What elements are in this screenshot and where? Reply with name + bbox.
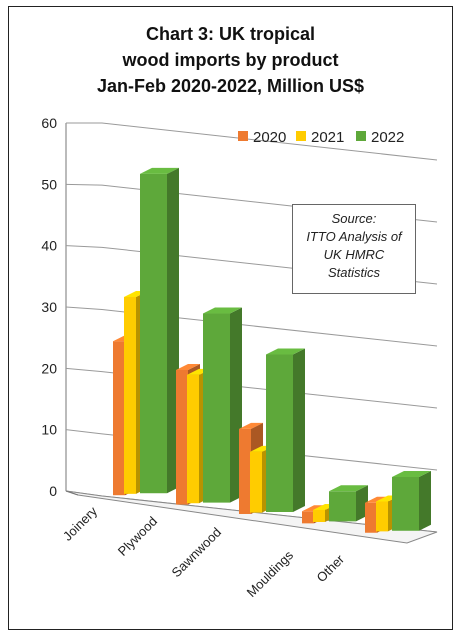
y-tick-label: 40 — [41, 238, 57, 254]
x-tick-label: Sawnwood — [169, 525, 225, 581]
source-line-3: UK HMRC — [323, 247, 385, 262]
bar-2021-Mouldings — [313, 509, 325, 522]
y-tick-label: 30 — [41, 299, 57, 315]
y-tick-label: 10 — [41, 422, 57, 438]
source-line-4: Statistics — [327, 265, 380, 280]
y-tick-label: 60 — [41, 115, 57, 131]
bar-2022-Mouldings — [329, 491, 356, 522]
gridline — [65, 306, 438, 347]
bar-2021-Other — [376, 501, 388, 532]
bar-top-2022-Mouldings — [329, 485, 368, 492]
legend-label-2021: 2021 — [311, 129, 344, 146]
y-tick-label: 0 — [49, 483, 57, 499]
bar-2022-Joinery — [140, 173, 167, 494]
chart-title: Chart 3: UK tropical wood imports by pro… — [9, 21, 452, 99]
bar-top-2020-Plywood — [176, 363, 200, 370]
y-tick-label: 20 — [41, 360, 57, 376]
source-line-2: ITTO Analysis of — [306, 229, 402, 244]
bar-side-2022-Other — [419, 470, 431, 531]
bar-2022-Other — [392, 476, 419, 531]
x-tick-label: Mouldings — [244, 547, 297, 600]
bar-top-2022-Other — [392, 470, 431, 477]
x-tick-label: Plywood — [115, 514, 160, 559]
bar-top-2020-Sawnwood — [239, 422, 263, 429]
bar-2020-Mouldings — [302, 511, 314, 524]
bar-2020-Other — [365, 502, 377, 533]
bar-top-2022-Joinery — [140, 167, 179, 174]
floor-edge — [65, 490, 79, 496]
source-line-1: Source: — [331, 211, 377, 226]
chart-title-line-2: wood imports by product — [122, 50, 339, 70]
gridline — [65, 367, 438, 409]
legend-swatch-2022 — [356, 131, 366, 141]
y-tick-label: 50 — [41, 176, 57, 192]
chart-title-line-1: Chart 3: UK tropical — [145, 24, 316, 44]
bar-2022-Sawnwood — [266, 354, 293, 512]
x-tick-label: Other — [314, 551, 348, 585]
bar-2020-Plywood — [176, 369, 188, 505]
legend-label-2020: 2020 — [253, 129, 286, 146]
gridline — [65, 429, 438, 471]
bar-top-2022-Plywood — [203, 307, 242, 314]
bar-2020-Joinery — [113, 341, 125, 496]
legend-swatch-2020 — [238, 131, 248, 141]
bar-2021-Plywood — [187, 374, 199, 504]
legend-swatch-2021 — [296, 131, 306, 141]
source-note: Source: ITTO Analysis of UK HMRC Statist… — [292, 204, 416, 294]
bar-side-2022-Sawnwood — [293, 348, 305, 512]
chart-title-line-3: Jan-Feb 2020-2022, Million US$ — [96, 76, 365, 96]
legend-label-2022: 2022 — [371, 129, 404, 146]
bar-2021-Sawnwood — [250, 451, 262, 513]
x-tick-label: Joinery — [60, 503, 101, 544]
bar-2020-Sawnwood — [239, 428, 251, 514]
bar-2022-Plywood — [203, 313, 230, 503]
bar-top-2022-Sawnwood — [266, 348, 305, 355]
gridline — [66, 122, 438, 161]
bar-2021-Joinery — [124, 296, 136, 494]
